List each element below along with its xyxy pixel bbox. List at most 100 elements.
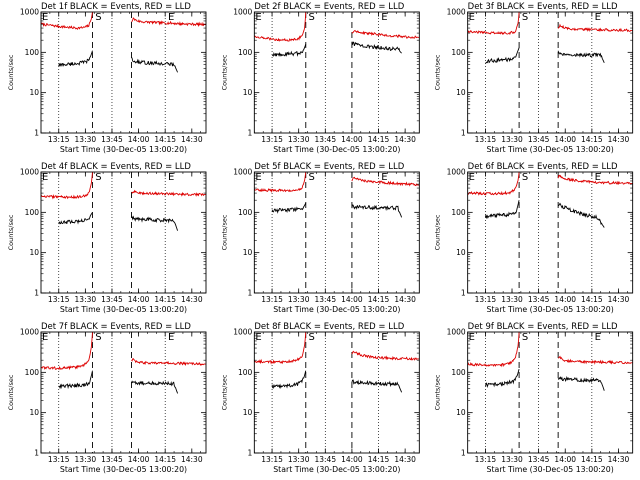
series-events-line	[557, 375, 605, 391]
x-tick-label: 13:30	[288, 455, 310, 464]
panel-title: Det 2f BLACK = Events, RED = LLD	[254, 2, 404, 12]
panel-title: Det 9f BLACK = Events, RED = LLD	[468, 322, 618, 332]
event-marker-label: E	[42, 12, 48, 23]
event-marker-label: E	[469, 12, 475, 23]
series-events-line	[58, 212, 93, 225]
y-tick-label: 100	[25, 208, 40, 217]
y-tick-label: 1	[34, 449, 39, 458]
event-marker-label: E	[42, 332, 48, 343]
x-axis-label: Start Time (30-Dec-05 13:00:20)	[273, 145, 400, 154]
series-events-line	[557, 50, 605, 64]
x-tick-label: 13:15	[48, 295, 70, 304]
x-tick-label: 14:00	[554, 135, 576, 144]
y-tick-label: 1	[248, 129, 253, 138]
y-axis-label: Counts/sec	[220, 54, 228, 90]
x-tick-label: 13:30	[288, 295, 310, 304]
x-tick-label: 13:30	[501, 455, 523, 464]
panel-det-5: Det 5f BLACK = Events, RED = LLD 1 10 100 10…	[220, 162, 420, 314]
x-tick-label: 14:00	[554, 455, 576, 464]
plot-frame	[253, 331, 420, 454]
x-tick-label: 13:45	[101, 455, 123, 464]
y-tick-label: 100	[238, 48, 253, 57]
event-marker-label: E	[595, 172, 601, 183]
y-tick-label: 10	[29, 248, 39, 257]
event-marker-label: E	[469, 172, 475, 183]
y-tick-label: 10	[29, 408, 39, 417]
y-tick-label: 1000	[233, 168, 252, 177]
x-tick-label: 14:15	[154, 135, 176, 144]
series-events-line	[131, 380, 179, 394]
event-marker-label: E	[469, 332, 475, 343]
event-marker-label: E	[255, 12, 261, 23]
y-tick-label: 100	[25, 368, 40, 377]
series-events-line	[484, 200, 520, 220]
x-tick-label: 13:45	[314, 295, 336, 304]
y-tick-label: 1	[461, 129, 466, 138]
y-tick-label: 10	[29, 88, 39, 97]
x-tick-label: 13:15	[475, 455, 497, 464]
y-tick-label: 1000	[447, 8, 466, 17]
series-events-line	[351, 41, 402, 54]
y-tick-label: 1	[34, 289, 39, 298]
event-marker-label: S	[95, 332, 101, 343]
series-events-line	[58, 50, 93, 68]
plot-frame	[253, 171, 420, 294]
plot-frame	[467, 331, 634, 454]
x-tick-label: 13:15	[48, 135, 70, 144]
x-axis-label: Start Time (30-Dec-05 13:00:20)	[273, 305, 400, 314]
x-axis-label: Start Time (30-Dec-05 13:00:20)	[60, 145, 187, 154]
event-marker-label: S	[309, 172, 315, 183]
y-tick-label: 10	[456, 88, 466, 97]
x-tick-label: 14:30	[394, 295, 416, 304]
panel-title: Det 3f BLACK = Events, RED = LLD	[468, 2, 618, 12]
y-axis-label: Counts/sec	[220, 214, 228, 250]
x-tick-label: 13:30	[501, 135, 523, 144]
x-tick-label: 14:00	[128, 135, 150, 144]
x-tick-label: 14:00	[341, 135, 363, 144]
x-tick-label: 14:30	[394, 455, 416, 464]
y-tick-label: 100	[25, 48, 40, 57]
x-tick-label: 14:30	[608, 455, 630, 464]
x-axis-label: Start Time (30-Dec-05 13:00:20)	[487, 465, 614, 474]
y-tick-label: 100	[238, 208, 253, 217]
x-axis-label: Start Time (30-Dec-05 13:00:20)	[60, 465, 187, 474]
series-events-line	[131, 57, 179, 73]
y-tick-label: 10	[243, 248, 253, 257]
plot-frame	[40, 11, 207, 134]
series-events-line	[271, 43, 307, 58]
y-tick-label: 100	[451, 368, 466, 377]
event-marker-label: E	[595, 12, 601, 23]
y-tick-label: 10	[243, 88, 253, 97]
x-tick-label: 13:45	[101, 295, 123, 304]
x-tick-label: 14:15	[581, 455, 603, 464]
x-tick-label: 13:30	[75, 295, 97, 304]
y-axis-label: Counts/sec	[434, 54, 442, 90]
y-axis-label: Counts/sec	[7, 214, 15, 250]
x-tick-label: 14:00	[128, 455, 150, 464]
event-marker-label: S	[95, 172, 101, 183]
event-marker-label: S	[522, 332, 528, 343]
panel-title: Det 5f BLACK = Events, RED = LLD	[254, 162, 404, 172]
x-tick-label: 14:00	[341, 295, 363, 304]
x-tick-label: 13:45	[314, 135, 336, 144]
x-tick-label: 13:45	[314, 455, 336, 464]
plot-frame	[467, 171, 634, 294]
series-lld-line	[558, 355, 633, 365]
x-tick-label: 14:30	[394, 135, 416, 144]
series-events-line	[58, 370, 93, 390]
x-tick-label: 13:15	[48, 455, 70, 464]
panel-det-6: Det 6f BLACK = Events, RED = LLD 1 10 100 10…	[434, 162, 634, 314]
event-marker-label: E	[42, 172, 48, 183]
y-axis-label: Counts/sec	[434, 214, 442, 250]
y-axis-label: Counts/sec	[7, 374, 15, 410]
y-tick-label: 1	[461, 449, 466, 458]
x-tick-label: 14:15	[154, 295, 176, 304]
x-tick-label: 13:30	[288, 135, 310, 144]
y-tick-label: 100	[451, 208, 466, 217]
series-lld-line	[131, 358, 206, 367]
x-tick-label: 14:30	[181, 295, 203, 304]
x-tick-label: 14:15	[581, 295, 603, 304]
x-tick-label: 13:45	[528, 455, 550, 464]
y-axis-label: Counts/sec	[220, 374, 228, 410]
